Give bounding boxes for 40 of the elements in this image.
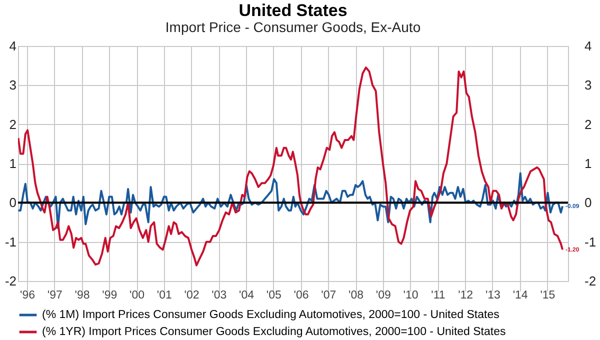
y-tick-label: -2 (4, 274, 16, 288)
x-tick-label: '10 (403, 290, 418, 302)
y2-tick-label: 3 (584, 78, 592, 93)
chart-title: United States (238, 1, 348, 20)
x-tick-label: '01 (156, 290, 172, 302)
y2-tick-label: 1 (584, 156, 592, 171)
x-tick-label: '98 (74, 290, 90, 302)
y-tick-label: 4 (9, 38, 16, 54)
y2-tick-label: -2 (584, 274, 596, 288)
y-tick-label: 1 (9, 156, 16, 171)
y-tick-label: 2 (9, 116, 16, 132)
x-tick-label: '02 (184, 290, 200, 302)
y2-tick-label: 2 (584, 116, 592, 132)
x-tick-label: '08 (348, 290, 364, 302)
x-tick-label: '13 (485, 290, 500, 302)
x-tick-label: '97 (47, 290, 62, 302)
y2-tick-label: 4 (584, 38, 592, 54)
x-tick-label: '09 (376, 290, 391, 302)
chart-subtitle: Import Price - Consumer Goods, Ex-Auto (165, 19, 421, 35)
x-tick-label: '06 (294, 290, 309, 302)
legend-label: (% 1M) Import Prices Consumer Goods Excluding Automotives, 2000=100 - United States (42, 309, 500, 321)
line-series (18, 66, 564, 266)
x-tick-label: '96 (20, 290, 36, 302)
x-tick-label: '14 (512, 290, 528, 302)
x-tick-label: '11 (431, 290, 446, 302)
y2-tick-label: -1 (584, 234, 596, 250)
x-tick-label: '00 (130, 290, 145, 302)
x-tick-label: '99 (102, 290, 118, 302)
y-tick-label: 0 (9, 195, 16, 210)
y-tick-label: -1 (4, 234, 16, 250)
y2-tick-label: 0 (584, 195, 592, 210)
x-tick-label: '05 (266, 290, 282, 302)
x-tick-label: '04 (239, 290, 255, 302)
y-tick-label: 3 (9, 78, 16, 93)
x-tick-label: '15 (540, 290, 556, 302)
legend-label: (% 1YR) Import Prices Consumer Goods Excluding Automotives, 2000=100 - United States (42, 326, 506, 338)
line-series (18, 172, 564, 230)
x-tick-label: '12 (458, 290, 474, 302)
x-tick-label: '03 (212, 290, 227, 302)
x-tick-label: '07 (321, 290, 336, 302)
